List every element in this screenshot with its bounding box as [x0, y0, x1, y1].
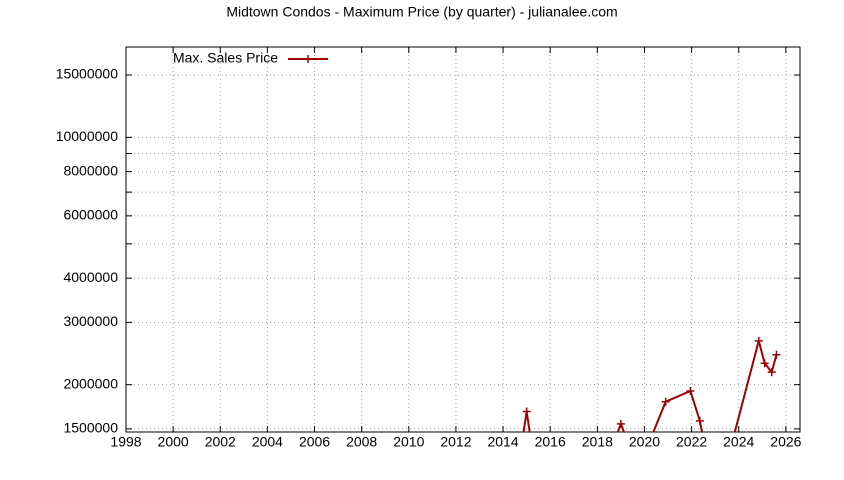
- point-marker: [686, 386, 695, 395]
- x-tick-label: 2014: [487, 434, 518, 450]
- plot-frame: [125, 46, 801, 433]
- x-tick-label: 2008: [346, 434, 377, 450]
- x-tick-label: 2018: [582, 434, 613, 450]
- plot-area: [522, 336, 781, 432]
- point-marker: [616, 419, 625, 428]
- point-marker: [772, 350, 781, 359]
- y-tick-label: 8000000: [63, 162, 118, 178]
- x-tick-label: 2020: [629, 434, 660, 450]
- x-tick-label: 2002: [205, 434, 236, 450]
- y-tick-label: 3000000: [63, 313, 118, 329]
- x-tick-label: 2000: [158, 434, 189, 450]
- series-line: [522, 336, 778, 432]
- y-tick-label: 10000000: [56, 128, 119, 144]
- legend-marker: [304, 55, 312, 63]
- x-tick-label: 2022: [676, 434, 707, 450]
- x-tick-label: 2004: [252, 434, 283, 450]
- x-tick-label: 2006: [299, 434, 330, 450]
- point-marker: [522, 407, 531, 416]
- x-tick-label: 2016: [535, 434, 566, 450]
- y-tick-label: 4000000: [63, 269, 118, 285]
- x-tick-label: 1998: [110, 434, 141, 450]
- x-tick-label: 2026: [770, 434, 801, 450]
- point-marker: [760, 359, 769, 368]
- y-tick-label: 1500000: [63, 420, 118, 436]
- y-tick-label: 6000000: [63, 207, 118, 223]
- point-marker: [767, 368, 776, 377]
- y-tick-label: 2000000: [63, 375, 118, 391]
- chart-title: Midtown Condos - Maximum Price (by quart…: [226, 4, 617, 20]
- y-tick-label: 15000000: [56, 66, 119, 82]
- legend-label: Max. Sales Price: [173, 50, 278, 66]
- x-tick-label: 2024: [723, 434, 754, 450]
- point-marker: [695, 416, 704, 425]
- x-tick-label: 2010: [393, 434, 424, 450]
- x-tick-label: 2012: [440, 434, 471, 450]
- point-marker: [661, 397, 670, 406]
- point-marker: [754, 336, 763, 345]
